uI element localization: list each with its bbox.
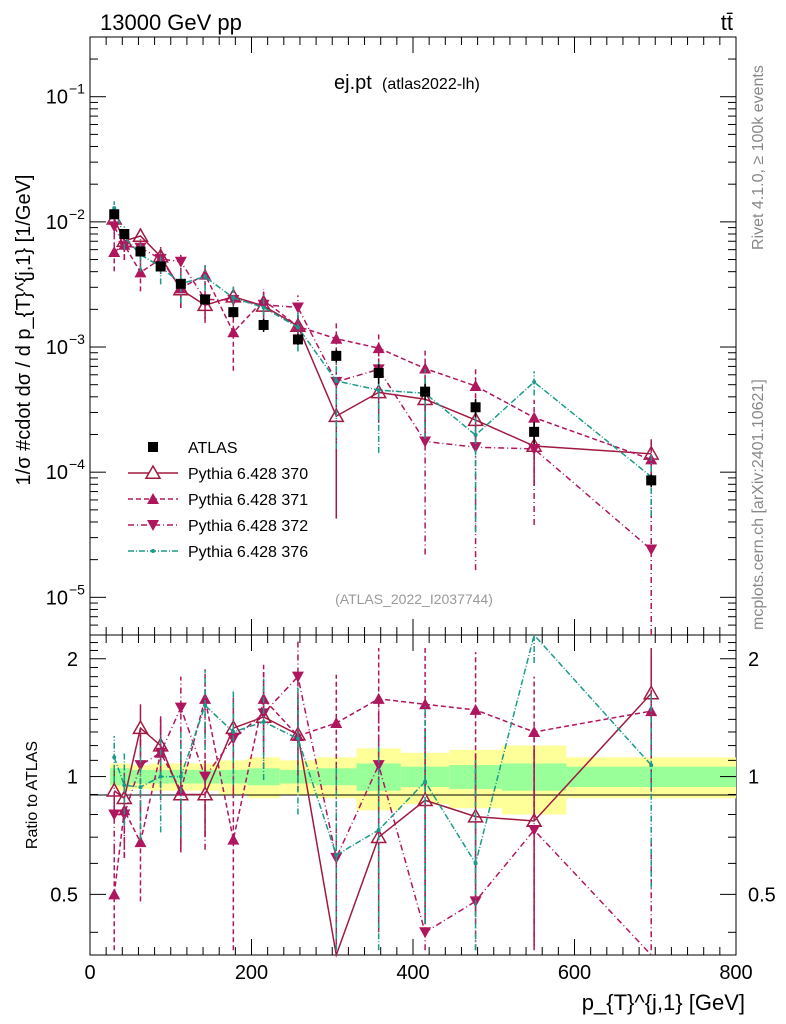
- atlas-point: [646, 475, 657, 486]
- ratio-tick-label-right: 0.5: [748, 884, 776, 906]
- series-line: [113, 226, 652, 551]
- y-tick-exponent: −1: [69, 81, 85, 97]
- x-tick-label: 600: [558, 962, 591, 984]
- y-tick-label: 10: [46, 87, 68, 109]
- x-tick-label: 400: [396, 962, 429, 984]
- data-point: [372, 342, 385, 354]
- chart-title: ej.pt: [334, 72, 372, 94]
- legend-marker: [148, 442, 158, 452]
- atlas-point: [420, 386, 431, 397]
- atlas-point: [135, 246, 146, 257]
- ratio-tick-label: 2: [67, 649, 78, 671]
- ratio-series-line: [113, 697, 652, 895]
- ratio-band-inner: [130, 769, 151, 784]
- ratio-point: [227, 833, 240, 845]
- main-axis-ticks: 10−110−210−310−410−5: [46, 37, 737, 635]
- series-4-ratio: [112, 633, 654, 951]
- atlas-point: [228, 307, 239, 318]
- x-tick-label: 200: [235, 962, 268, 984]
- ratio-point: [291, 671, 304, 683]
- atlas-point: [109, 209, 120, 220]
- ratio-series-layer: [105, 633, 660, 958]
- ratio-point: [122, 783, 127, 788]
- atlas-point: [331, 350, 342, 361]
- data-point: [469, 379, 482, 391]
- legend-marker: [151, 549, 155, 553]
- y-tick-exponent: −3: [69, 331, 85, 347]
- atlas-point: [292, 334, 303, 345]
- legend: ATLAS Pythia 6.428 370 Pythia 6.428 371 Pyt…: [128, 440, 308, 561]
- y-tick-exponent: −4: [69, 456, 85, 472]
- legend-marker: [147, 493, 159, 504]
- ratio-series-line: [113, 633, 652, 866]
- ratio-tick-label-right: 2: [748, 649, 759, 671]
- series-3-main: [108, 217, 658, 635]
- y-axis-label: 1/σ #cdot dσ / d p_{T}^{j,1} [1/GeV]: [13, 175, 35, 486]
- atlas-point: [175, 278, 186, 289]
- legend-label: ATLAS: [188, 440, 238, 457]
- energy-label: 13000 GeV pp: [100, 10, 242, 35]
- ratio-series-line: [113, 693, 652, 958]
- legend-marker: [144, 464, 162, 479]
- atlas-point: [258, 319, 269, 330]
- process-label: tt̄: [721, 10, 733, 35]
- chart-subtitle: (atlas2022-lh): [382, 76, 480, 93]
- atlas-data: [109, 209, 657, 488]
- y-tick-label: 10: [46, 587, 68, 609]
- y-tick-label: 10: [46, 337, 68, 359]
- ratio-point: [295, 736, 300, 741]
- legend-label: Pythia 6.428 376: [188, 544, 308, 561]
- data-point: [132, 227, 149, 242]
- ratio-tick-label: 1: [67, 767, 78, 789]
- legend-marker: [147, 520, 159, 531]
- y-tick-label: 10: [46, 462, 68, 484]
- ratio-point: [118, 809, 131, 821]
- series-line: [113, 218, 652, 455]
- ratio-tick-label-right: 1: [748, 767, 759, 789]
- y-tick-exponent: −5: [69, 581, 85, 597]
- y-tick-exponent: −2: [69, 206, 85, 222]
- atlas-point: [119, 228, 130, 239]
- atlas-point: [529, 426, 540, 437]
- legend-label: Pythia 6.428 370: [188, 466, 308, 483]
- y-tick-label: 10: [46, 212, 68, 234]
- ratio-series-line: [114, 675, 652, 956]
- analysis-id: (ATLAS_2022_I2037744): [335, 591, 493, 607]
- main-series-layer: [105, 201, 660, 635]
- series-line: [113, 207, 652, 478]
- legend-label: Pythia 6.428 371: [188, 492, 308, 509]
- atlas-point: [200, 294, 211, 305]
- data-point: [528, 443, 541, 455]
- x-tick-label: 0: [84, 962, 95, 984]
- x-axis-label: p_{T}^{j,1} [GeV]: [582, 990, 745, 1015]
- ratio-axis-ticks: 0 200 400 600 800 0.5 0.5 1 1 2 2: [50, 634, 776, 984]
- ratio-tick-label: 0.5: [50, 884, 78, 906]
- ratio-y-axis-label: Ratio to ATLAS: [24, 741, 41, 849]
- legend-label: Pythia 6.428 372: [188, 518, 308, 535]
- atlas-point: [373, 368, 384, 379]
- data-point: [291, 302, 304, 314]
- main-plot-frame: [89, 36, 737, 636]
- mcplots-label: mcplots.cern.ch [arXiv:2401.10621]: [750, 379, 767, 630]
- rivet-version-label: Rivet 4.1.0, ≥ 100k events: [750, 65, 767, 250]
- atlas-point: [470, 402, 481, 413]
- ratio-point: [199, 692, 212, 704]
- x-tick-label: 800: [719, 962, 752, 984]
- ratio-point: [528, 825, 541, 837]
- atlas-point: [155, 261, 166, 272]
